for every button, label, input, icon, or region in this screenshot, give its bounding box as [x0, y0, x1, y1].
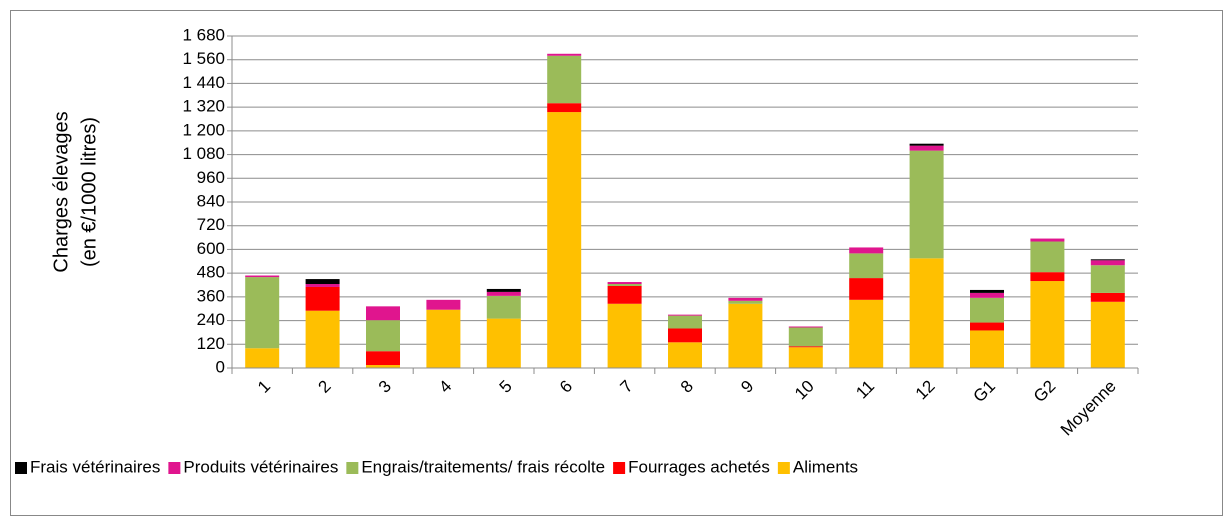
bar-segment: [547, 55, 582, 104]
y-tick-label: 1 200: [182, 120, 225, 139]
y-tick-label: 840: [197, 191, 225, 210]
bar-segment: [849, 299, 884, 368]
bar-segment: [849, 278, 884, 300]
bar-segment: [1090, 260, 1125, 266]
bar-segment: [909, 150, 944, 259]
bar-segment: [668, 342, 702, 368]
legend-swatch: [613, 462, 626, 474]
bar-segment: [668, 315, 702, 329]
bar-segment: [245, 348, 280, 368]
bar-segment: [970, 330, 1004, 368]
y-tick-label: 600: [197, 239, 225, 258]
bar-segment: [970, 297, 1004, 323]
bar-segment: [1090, 259, 1125, 261]
legend-swatch: [346, 462, 359, 474]
bar-segment: [788, 347, 823, 368]
legend-swatch: [168, 462, 181, 474]
bar-segment: [486, 295, 521, 319]
bar-segment: [728, 303, 763, 368]
bar-segment: [728, 300, 763, 304]
legend-label: Fourrages achetés: [628, 457, 770, 476]
bar-segment: [547, 53, 582, 56]
legend-label: Produits vétérinaires: [183, 457, 338, 476]
bar-segment: [1030, 241, 1065, 273]
bar-segment: [607, 303, 642, 368]
y-tick-label: 1 320: [182, 97, 225, 116]
y-tick-label: 1 440: [182, 73, 225, 92]
bar-segment: [607, 285, 642, 304]
bar-segment: [909, 258, 944, 368]
y-axis-title: Charges élevages: [50, 111, 72, 272]
chart-frame: [10, 10, 1223, 516]
bar-segment: [909, 143, 944, 146]
y-tick-label: 360: [197, 286, 225, 305]
bar-segment: [849, 253, 884, 279]
bar-segment: [305, 279, 340, 285]
legend-label: Aliments: [793, 457, 858, 476]
bar-segment: [486, 288, 521, 292]
bar-segment: [728, 297, 763, 301]
bar-segment: [1090, 265, 1125, 293]
bar-segment: [366, 351, 400, 366]
bar-segment: [305, 286, 340, 311]
bar-segment: [788, 327, 823, 347]
bar-segment: [970, 322, 1004, 331]
y-tick-label: 1 560: [182, 49, 225, 68]
bar-segment: [305, 310, 340, 368]
y-tick-label: 720: [197, 215, 225, 234]
bar-segment: [426, 299, 461, 310]
y-tick-label: 120: [197, 334, 225, 353]
y-tick-label: 1 080: [182, 144, 225, 163]
legend-label: Frais vétérinaires: [30, 457, 160, 476]
bar-segment: [788, 346, 823, 348]
bar-segment: [305, 284, 340, 287]
bar-segment: [426, 309, 461, 368]
bar-segment: [668, 328, 702, 343]
legend-swatch: [15, 462, 27, 474]
bar-segment: [788, 326, 823, 328]
bar-segment: [849, 247, 884, 254]
bar-segment: [366, 306, 400, 321]
bar-segment: [1090, 301, 1125, 368]
y-tick-label: 1 680: [182, 25, 225, 44]
bar-segment: [486, 291, 521, 296]
bar-segment: [366, 320, 400, 352]
bar-segment: [668, 314, 702, 316]
bar-segment: [607, 282, 642, 285]
legend-label: Engrais/traitements/ frais récolte: [361, 457, 605, 476]
y-tick-label: 960: [197, 168, 225, 187]
bar-segment: [1030, 272, 1065, 282]
legend-swatch: [777, 462, 790, 474]
bar-segment: [245, 275, 280, 278]
bar-segment: [1030, 281, 1065, 368]
bar-segment: [970, 289, 1004, 293]
bar-segment: [970, 292, 1004, 298]
bar-segment: [1090, 292, 1125, 302]
y-tick-label: 240: [197, 310, 225, 329]
y-axis-title: (en €/1000 litres): [78, 117, 100, 267]
bar-segment: [245, 277, 280, 349]
y-tick-label: 0: [216, 357, 225, 376]
bar-segment: [486, 318, 521, 368]
bar-segment: [607, 284, 642, 286]
bar-segment: [909, 145, 944, 151]
bar-segment: [547, 112, 582, 368]
bar-segment: [1030, 238, 1065, 242]
y-tick-label: 480: [197, 263, 225, 282]
bar-segment: [547, 103, 582, 113]
bar-segment: [366, 365, 400, 368]
